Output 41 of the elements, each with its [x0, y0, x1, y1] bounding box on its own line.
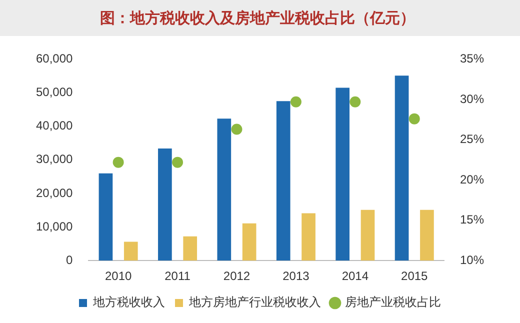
- y2-tick-label: 25%: [460, 132, 484, 146]
- bar: [217, 118, 232, 261]
- x-tick-label: 2010: [104, 269, 132, 284]
- y-tick-label: 40,000: [36, 118, 74, 133]
- x-tick-label: 2014: [342, 269, 369, 284]
- bar: [276, 101, 290, 261]
- y-tick-label: 60,000: [36, 52, 74, 66]
- y2-tick-label: 35%: [460, 52, 484, 66]
- bar: [336, 88, 350, 261]
- legend-label: 房地产业税收占比: [345, 295, 441, 310]
- y2-tick-label: 10%: [460, 252, 484, 267]
- y2-tick-label: 20%: [460, 172, 484, 186]
- point: [172, 156, 184, 168]
- bar: [158, 148, 172, 261]
- point: [290, 96, 302, 108]
- legend-label: 地方税收收入: [92, 295, 165, 310]
- chart-title: 图：地方税收收入及房地产业税收占比（亿元）: [0, 0, 520, 36]
- legend-label: 地方房地产行业税收收入: [188, 295, 321, 310]
- y-tick-label: 10,000: [36, 219, 74, 234]
- y-tick-label: 20,000: [36, 186, 74, 200]
- bar: [394, 76, 409, 261]
- bar: [302, 213, 316, 261]
- x-tick-label: 2012: [223, 269, 250, 284]
- point: [231, 124, 242, 135]
- y-tick-label: 50,000: [36, 85, 74, 100]
- point: [408, 113, 420, 124]
- y2-tick-label: 30%: [460, 92, 484, 106]
- x-tick-label: 2013: [282, 269, 310, 284]
- y2-tick-label: 15%: [460, 212, 484, 227]
- y-tick-label: 30,000: [36, 152, 74, 166]
- x-tick-label: 2015: [401, 269, 428, 284]
- bar: [360, 210, 375, 261]
- x-tick-label: 2011: [164, 269, 191, 284]
- point: [350, 96, 361, 108]
- bar: [98, 173, 113, 261]
- bar: [124, 242, 138, 261]
- bar: [183, 236, 198, 261]
- y-tick-label: 0: [66, 252, 74, 267]
- bar: [242, 223, 256, 261]
- bar: [420, 210, 434, 261]
- point: [112, 156, 124, 168]
